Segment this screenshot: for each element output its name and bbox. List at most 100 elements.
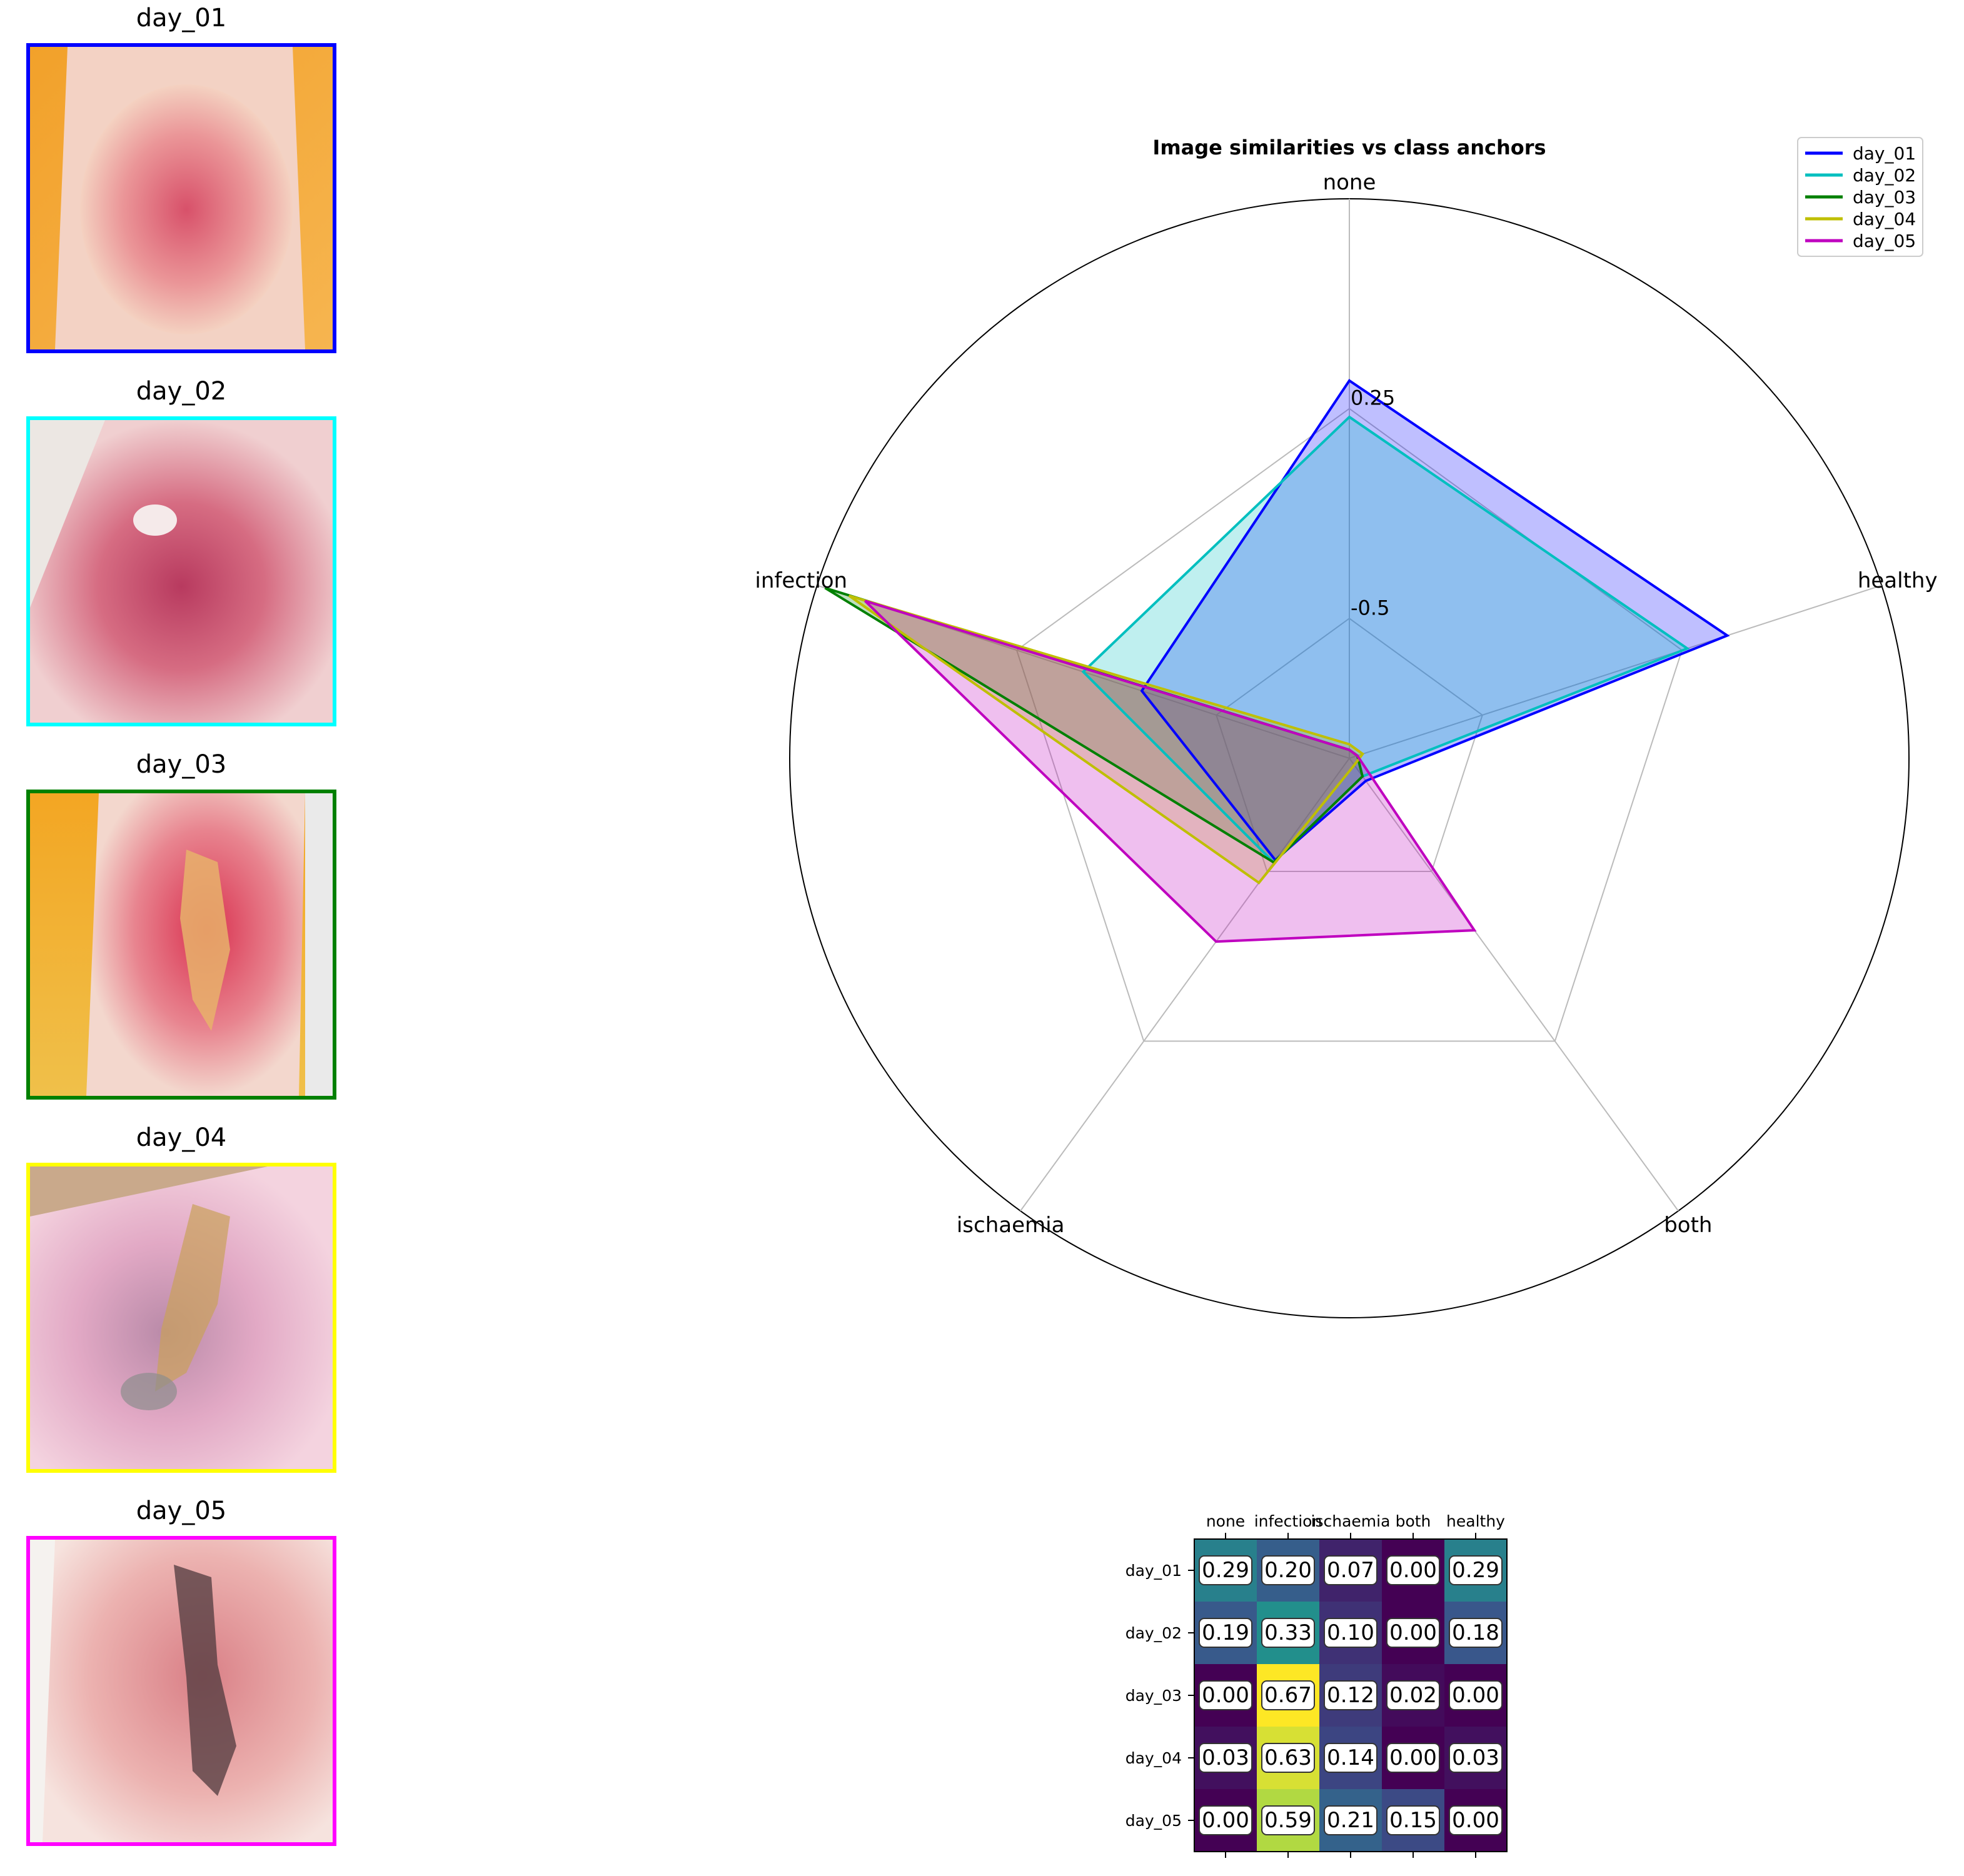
thumbnail-frame [26,1163,336,1473]
radar-series-fill [825,588,1363,863]
heatmap-value-box [1449,1555,1503,1585]
thumbnail-frame [26,43,336,353]
heatmap-row-label: day_04 [1126,1749,1182,1767]
heatmap-cell [1444,1664,1507,1727]
heatmap-column-label: ischaemia [1311,1512,1391,1530]
heatmap-value-label: 0.29 [1452,1558,1499,1583]
heatmap-value-box [1386,1555,1440,1585]
heatmap-cell [1444,1539,1507,1602]
heatmap-value-box [1199,1618,1252,1648]
heatmap-value-box [1449,1805,1503,1835]
heatmap-value-label: 0.00 [1389,1620,1437,1645]
radar-grid-ring [1015,408,1683,1042]
thumbnail-title: day_02 [136,377,227,406]
heatmap-value-box [1199,1680,1252,1710]
wound-photo-image [30,420,333,723]
heatmap-value-box [1324,1805,1377,1835]
heatmap-value-label: 0.00 [1389,1558,1437,1583]
heatmap-value-box [1261,1680,1315,1710]
heatmap-value-label: 0.02 [1389,1683,1437,1708]
heatmap-cell [1194,1602,1257,1664]
wound-photo-image [30,1540,333,1842]
radar-series-fill [849,596,1363,883]
heatmap-cell [1194,1727,1257,1789]
heatmap-cell [1319,1602,1382,1664]
heatmap-cell [1194,1789,1257,1852]
heatmap-value-box [1449,1618,1503,1648]
heatmap-value-label: 0.00 [1202,1808,1249,1833]
heatmap-cell [1257,1664,1319,1727]
heatmap-value-label: 0.00 [1452,1808,1499,1833]
heatmap-row-label: day_02 [1126,1624,1182,1642]
heatmap-value-label: 0.19 [1202,1620,1249,1645]
heatmap-value-label: 0.07 [1327,1558,1374,1583]
heatmap-cell [1444,1789,1507,1852]
legend-frame [1797,137,1923,257]
heatmap-value-label: 0.15 [1389,1808,1437,1833]
heatmap-value-label: 0.03 [1202,1745,1249,1770]
radar-axis-label: ischaemia [957,1213,1065,1238]
heatmap-cell [1319,1539,1382,1602]
radar-axis-label: healthy [1858,568,1938,593]
heatmap-value-box [1199,1805,1252,1835]
legend-label: day_02 [1853,165,1916,186]
heatmap-cell [1257,1602,1319,1664]
legend-label: day_04 [1853,209,1916,229]
heatmap-cell [1382,1602,1444,1664]
heatmap-value-box [1386,1680,1440,1710]
heatmap-value-label: 0.29 [1202,1558,1249,1583]
heatmap-value-box [1199,1743,1252,1773]
radar-spoke [1020,758,1350,1211]
heatmap-value-label: 0.14 [1327,1745,1374,1770]
heatmap-cell [1257,1789,1319,1852]
radar-chart: Image similarities vs class anchors none… [755,136,1938,1318]
legend-label: day_01 [1853,143,1916,164]
radar-axis-label: infection [755,568,847,593]
heatmap-cell [1382,1664,1444,1727]
heatmap-value-box [1449,1743,1503,1773]
heatmap-value-box [1324,1743,1377,1773]
thumbnail-frame [26,416,336,726]
radar-title: Image similarities vs class anchors [1152,136,1546,159]
radar-axis-labels: none infection ischaemia both healthy [755,170,1937,1238]
radar-axis-label: both [1664,1213,1712,1238]
legend-label: day_03 [1853,187,1916,208]
heatmap-column-label: healthy [1446,1512,1505,1530]
wound-photo-image [30,47,333,349]
heatmap-cell [1444,1727,1507,1789]
heatmap-cell [1319,1789,1382,1852]
heatmap-cell [1257,1727,1319,1789]
radar-rtick-label: 0.25 [1351,386,1395,410]
heatmap-value-label: 0.12 [1327,1683,1374,1708]
heatmap-cell [1382,1789,1444,1852]
heatmap-value-box [1324,1618,1377,1648]
heatmap-value-label: 0.33 [1264,1620,1312,1645]
radar-series-line [864,599,1477,943]
heatmap-value-box [1324,1680,1377,1710]
heatmap-frame [1194,1538,1508,1852]
heatmap-cells [1194,1539,1507,1852]
radar-rtick-labels: -0.5 0.25 [1351,386,1395,620]
heatmap-value-label: 0.59 [1264,1808,1312,1833]
radar-series-fill [1142,380,1728,860]
heatmap-labels: 0.29 0.20 0.07 0.00 0.29 0.19 0.33 0.10 0.00 0.18… [1199,1555,1503,1835]
thumbnail-title: day_04 [136,1123,227,1152]
heatmap-value-box [1261,1555,1315,1585]
heatmap-value-label: 0.00 [1389,1745,1437,1770]
heatmap-value-label: 0.18 [1452,1620,1499,1645]
heatmap-cell [1319,1664,1382,1727]
thumbnail-title: day_05 [136,1497,227,1525]
heatmap-row-label: day_03 [1126,1687,1182,1705]
heatmap-value-label: 0.10 [1327,1620,1374,1645]
radar-grid [789,198,1910,1318]
wound-photo-image [30,793,333,1096]
thumbnail-frame [26,790,336,1100]
radar-grid-ring [1216,618,1483,873]
radar-axis-label: none [1323,170,1376,195]
heatmap-value-box [1386,1743,1440,1773]
thumbnail-title: day_03 [136,750,227,779]
heatmap-cell [1194,1539,1257,1602]
radar-rtick-label: -0.5 [1351,596,1389,619]
